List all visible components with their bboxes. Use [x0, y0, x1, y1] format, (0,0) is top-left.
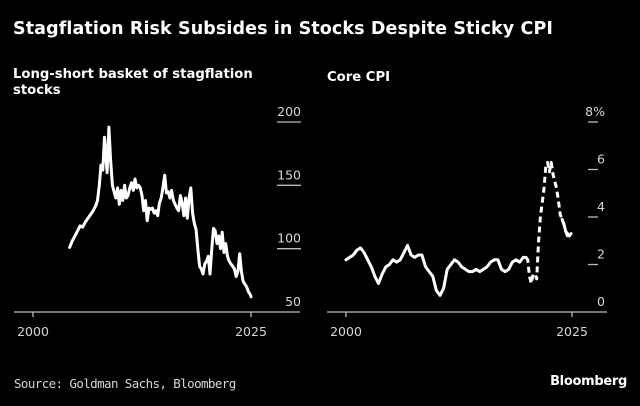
left-x-tick-label: 2025	[235, 324, 267, 339]
right-series-line-0	[344, 244, 528, 297]
right-y-tick-label: 8%	[585, 104, 605, 119]
source-note: Source: Goldman Sachs, Bloomberg	[14, 376, 236, 391]
left-y-tick-label: 100	[277, 231, 301, 246]
left-y-tick-label: 50	[285, 294, 301, 309]
left-y-tick-label: 200	[277, 104, 301, 119]
right-chart-title: Core CPI	[327, 70, 391, 85]
right-x-tick-label: 2000	[330, 324, 362, 339]
right-y-tick-label: 6	[597, 152, 605, 167]
chart-title: Stagflation Risk Subsides in Stocks Desp…	[13, 19, 553, 39]
left-chart-title: Long-short basket of stagflation stocks	[13, 67, 253, 98]
bloomberg-logo: Bloomberg	[550, 374, 627, 389]
right-y-tick-label: 2	[597, 247, 605, 262]
left-x-tick-label: 2000	[17, 324, 49, 339]
right-series-line-2	[560, 217, 573, 238]
right-y-tick-label: 0	[597, 294, 605, 309]
left-y-tick-label: 150	[277, 167, 301, 182]
right-y-tick-label: 4	[597, 199, 605, 214]
left-series-line-0	[68, 125, 253, 299]
right-x-tick-label: 2025	[556, 324, 588, 339]
